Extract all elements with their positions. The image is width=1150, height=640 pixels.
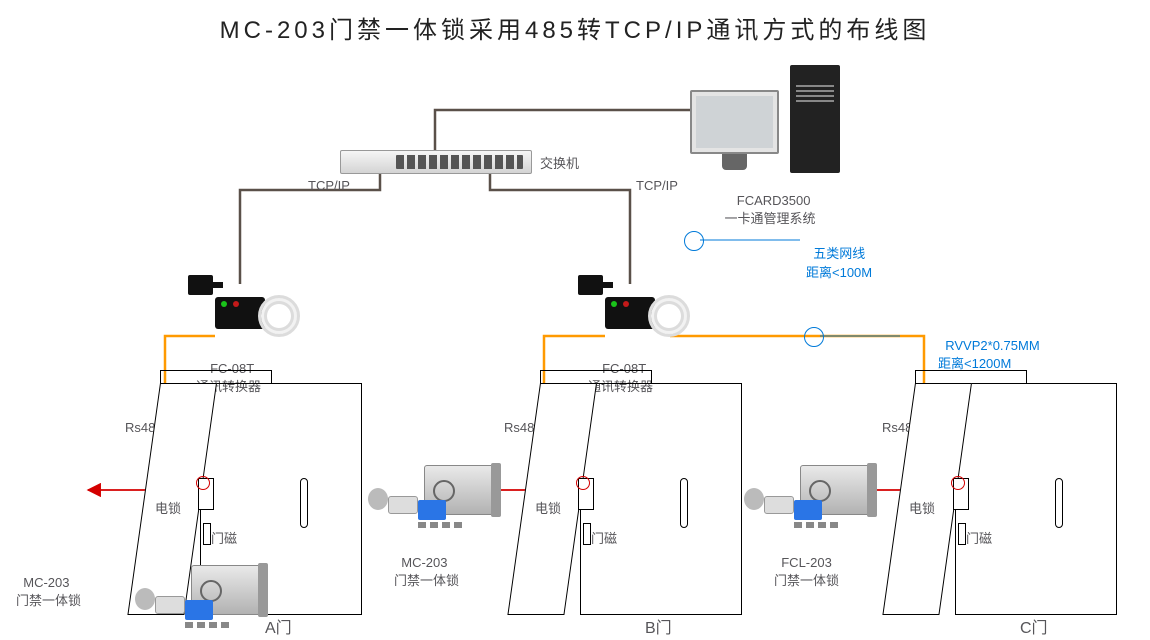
product-b-label: MC-203门禁一体锁	[394, 540, 459, 589]
switch-label: 交换机	[540, 153, 579, 172]
network-switch	[340, 150, 532, 174]
server-label: FCARD3500一卡通管理系统	[690, 178, 850, 227]
elock-c: 电锁	[909, 498, 935, 517]
door-c	[875, 378, 1090, 633]
converter-1	[180, 275, 300, 345]
callout-circle-2	[804, 327, 824, 347]
doorsensor-b: 门磁	[591, 528, 617, 547]
hotspot-a	[196, 476, 210, 490]
cable2-label: RVVP2*0.75MM距离<1200M	[938, 323, 1040, 372]
tcpip-label-right: TCP/IP	[636, 178, 678, 193]
product-a-label: MC-203门禁一体锁	[16, 560, 81, 609]
callout-circle-1	[684, 231, 704, 251]
hotspot-c	[951, 476, 965, 490]
product-b	[368, 460, 508, 530]
converter-2	[570, 275, 690, 345]
hotspot-b	[576, 476, 590, 490]
product-c-label: FCL-203门禁一体锁	[774, 540, 839, 589]
doorsensor-c: 门磁	[966, 528, 992, 547]
diagram-title: MC-203门禁一体锁采用485转TCP/IP通讯方式的布线图	[0, 10, 1150, 45]
elock-b: 电锁	[535, 498, 561, 517]
product-c	[744, 460, 884, 530]
doorname-b: B门	[645, 614, 672, 638]
elock-a: 电锁	[155, 498, 181, 517]
doorsensor-a: 门磁	[211, 528, 237, 547]
server-computer	[690, 65, 840, 175]
doorname-c: C门	[1020, 614, 1048, 638]
cable1-label: 五类网线距离<100M	[806, 228, 872, 281]
door-b	[500, 378, 715, 633]
product-a	[135, 560, 275, 630]
tcpip-label-left: TCP/IP	[308, 178, 350, 193]
